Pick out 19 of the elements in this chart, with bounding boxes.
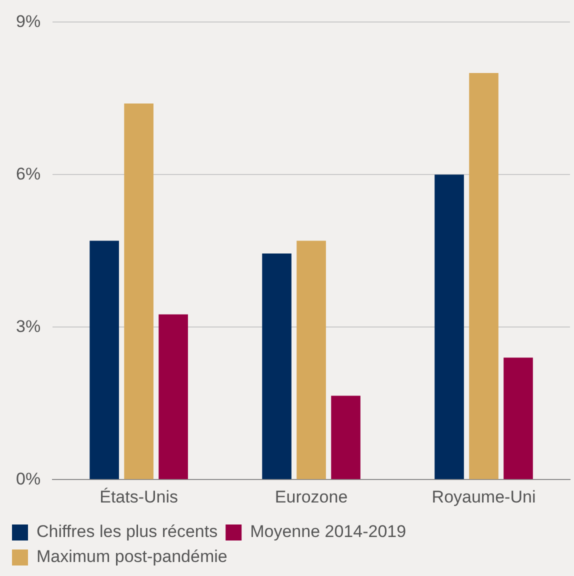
bar	[90, 240, 119, 480]
y-tick-label: 9%	[16, 12, 41, 31]
bar	[124, 104, 154, 480]
legend-label: Moyenne 2014-2019	[250, 522, 406, 542]
y-tick-label: 6%	[16, 164, 41, 184]
legend-label: Maximum post-pandémie	[36, 547, 228, 566]
bar	[504, 358, 533, 480]
bar	[469, 73, 498, 480]
bar	[262, 253, 292, 480]
y-tick-label: 3%	[16, 316, 41, 336]
legend-label: Chiffres les plus récents	[36, 522, 218, 542]
x-tick-label: Eurozone	[274, 487, 348, 506]
x-tick-label: États-Unis	[100, 487, 178, 506]
bar	[331, 396, 360, 480]
bar	[434, 174, 464, 480]
y-tick-label: 0%	[16, 469, 41, 488]
x-tick-label: Royaume-Uni	[432, 487, 536, 506]
bar	[296, 240, 326, 480]
bar	[158, 314, 188, 480]
